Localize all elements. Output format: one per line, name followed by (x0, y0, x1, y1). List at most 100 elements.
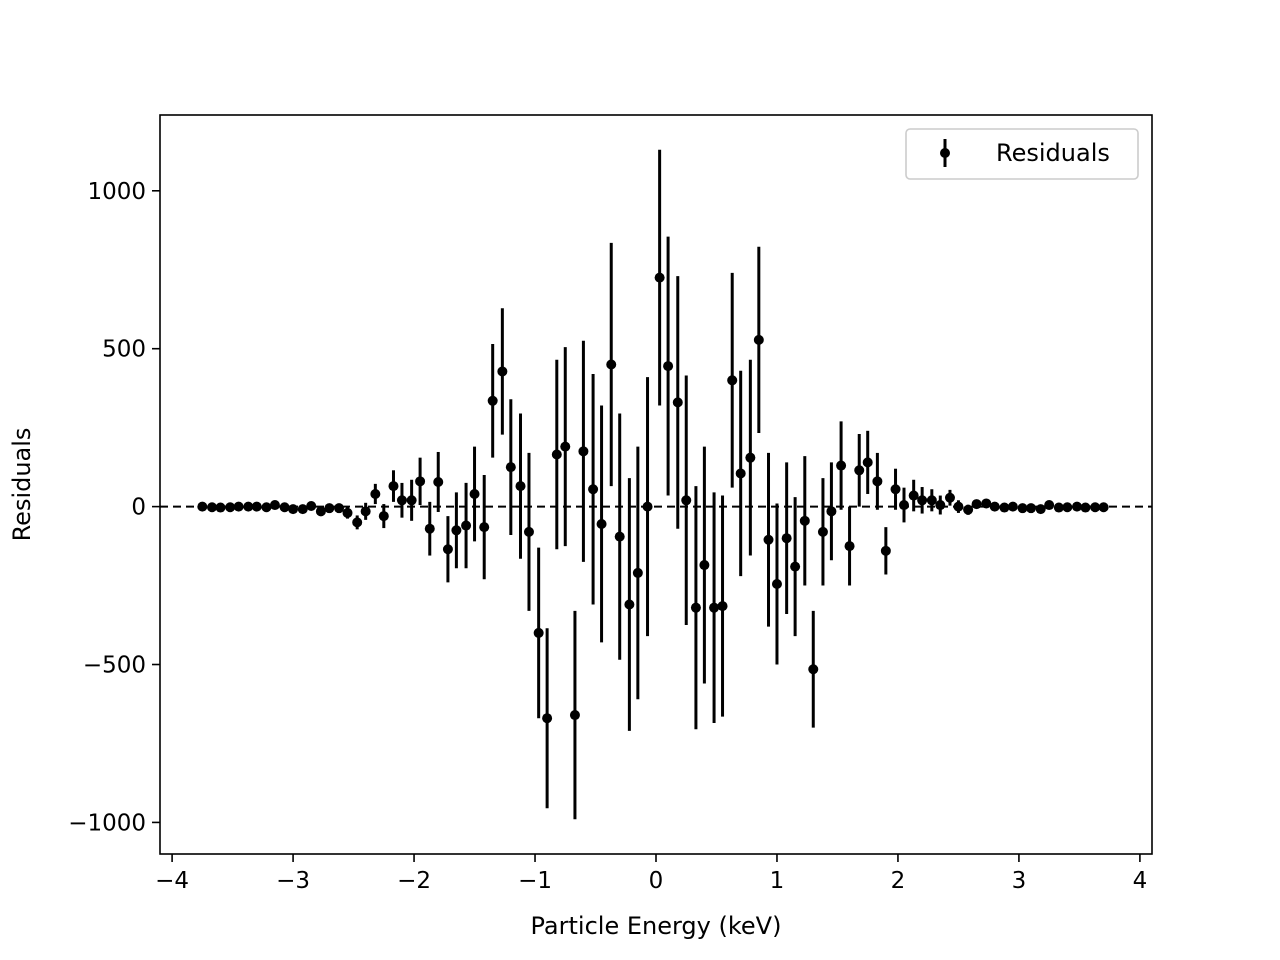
data-point (817, 478, 828, 586)
point-marker (790, 561, 801, 572)
data-point (497, 308, 508, 435)
data-point (197, 501, 208, 512)
data-point (479, 475, 490, 580)
point-marker (862, 457, 873, 468)
x-tick-label: 1 (770, 868, 785, 894)
point-marker (963, 504, 974, 515)
point-marker (415, 476, 426, 487)
point-marker (515, 481, 526, 492)
point-marker (735, 468, 746, 479)
data-point (324, 503, 335, 514)
point-marker (378, 511, 389, 522)
data-point (890, 468, 901, 510)
x-tick-label: 4 (1133, 868, 1148, 894)
point-marker (624, 599, 635, 610)
data-point (872, 452, 883, 510)
x-tick-label: 0 (649, 868, 664, 894)
data-point (469, 446, 480, 542)
point-marker (771, 578, 782, 589)
point-marker (388, 481, 399, 492)
data-point (808, 610, 819, 728)
point-marker (836, 460, 847, 471)
data-point (315, 506, 326, 517)
data-point (433, 451, 444, 512)
data-point (1026, 503, 1037, 514)
point-marker (396, 495, 407, 506)
data-point (989, 501, 1000, 512)
point-marker (560, 441, 571, 452)
legend-entry-residuals: Residuals (996, 139, 1110, 167)
point-marker (614, 531, 625, 542)
point-marker (334, 503, 345, 514)
data-point (790, 497, 801, 637)
data-point (917, 487, 928, 514)
point-marker (935, 500, 946, 511)
point-marker (451, 525, 462, 536)
data-point (424, 501, 435, 556)
data-point (442, 516, 453, 583)
data-point (935, 495, 946, 515)
y-axis-ticks: −1000 −500 0 500 1000 (68, 179, 160, 836)
data-point (388, 470, 399, 502)
point-marker (225, 502, 236, 513)
data-point (717, 495, 728, 717)
point-marker (817, 526, 828, 537)
data-point (908, 479, 919, 512)
y-axis-label: Residuals (8, 428, 36, 542)
point-marker (654, 272, 665, 283)
data-point (963, 504, 974, 515)
legend: Residuals (905, 128, 1139, 180)
point-marker (799, 515, 810, 526)
data-point (288, 504, 299, 515)
data-point (461, 482, 472, 569)
data-point (944, 489, 955, 506)
data-point (451, 492, 462, 569)
data-point (844, 506, 855, 586)
data-point (632, 446, 643, 700)
point-marker (533, 627, 544, 638)
point-marker (342, 507, 353, 518)
data-point (781, 462, 792, 614)
data-point (1080, 502, 1091, 513)
data-point (225, 502, 236, 513)
point-marker (1007, 501, 1018, 512)
data-point (699, 446, 710, 684)
data-point (745, 359, 756, 556)
y-tick-label: −500 (83, 653, 146, 679)
data-point (1071, 501, 1082, 512)
point-marker (243, 501, 254, 512)
y-tick-label: 0 (131, 495, 146, 521)
point-marker (880, 545, 891, 556)
data-point (306, 500, 317, 511)
point-marker (781, 533, 792, 544)
point-marker (826, 506, 837, 517)
data-point (1044, 500, 1055, 511)
data-point (533, 547, 544, 719)
point-marker (306, 500, 317, 511)
data-point (588, 373, 599, 605)
point-marker (569, 710, 580, 721)
point-marker (551, 449, 562, 460)
data-point (505, 399, 516, 536)
data-point (1007, 501, 1018, 512)
legend-marker-icon (940, 148, 950, 158)
point-marker (324, 503, 335, 514)
point-marker (269, 500, 280, 511)
point-marker (890, 484, 901, 495)
data-point (654, 149, 665, 406)
point-marker (717, 601, 728, 612)
data-point (971, 499, 982, 510)
data-point (360, 502, 371, 520)
data-point (515, 413, 526, 559)
data-point (681, 375, 692, 626)
point-marker (1017, 503, 1028, 514)
point-marker (207, 502, 218, 513)
point-marker (808, 664, 819, 675)
point-marker (844, 541, 855, 552)
data-point (243, 501, 254, 512)
data-point (233, 501, 244, 512)
data-point (690, 486, 701, 730)
data-point (763, 452, 774, 627)
point-marker (663, 361, 674, 372)
